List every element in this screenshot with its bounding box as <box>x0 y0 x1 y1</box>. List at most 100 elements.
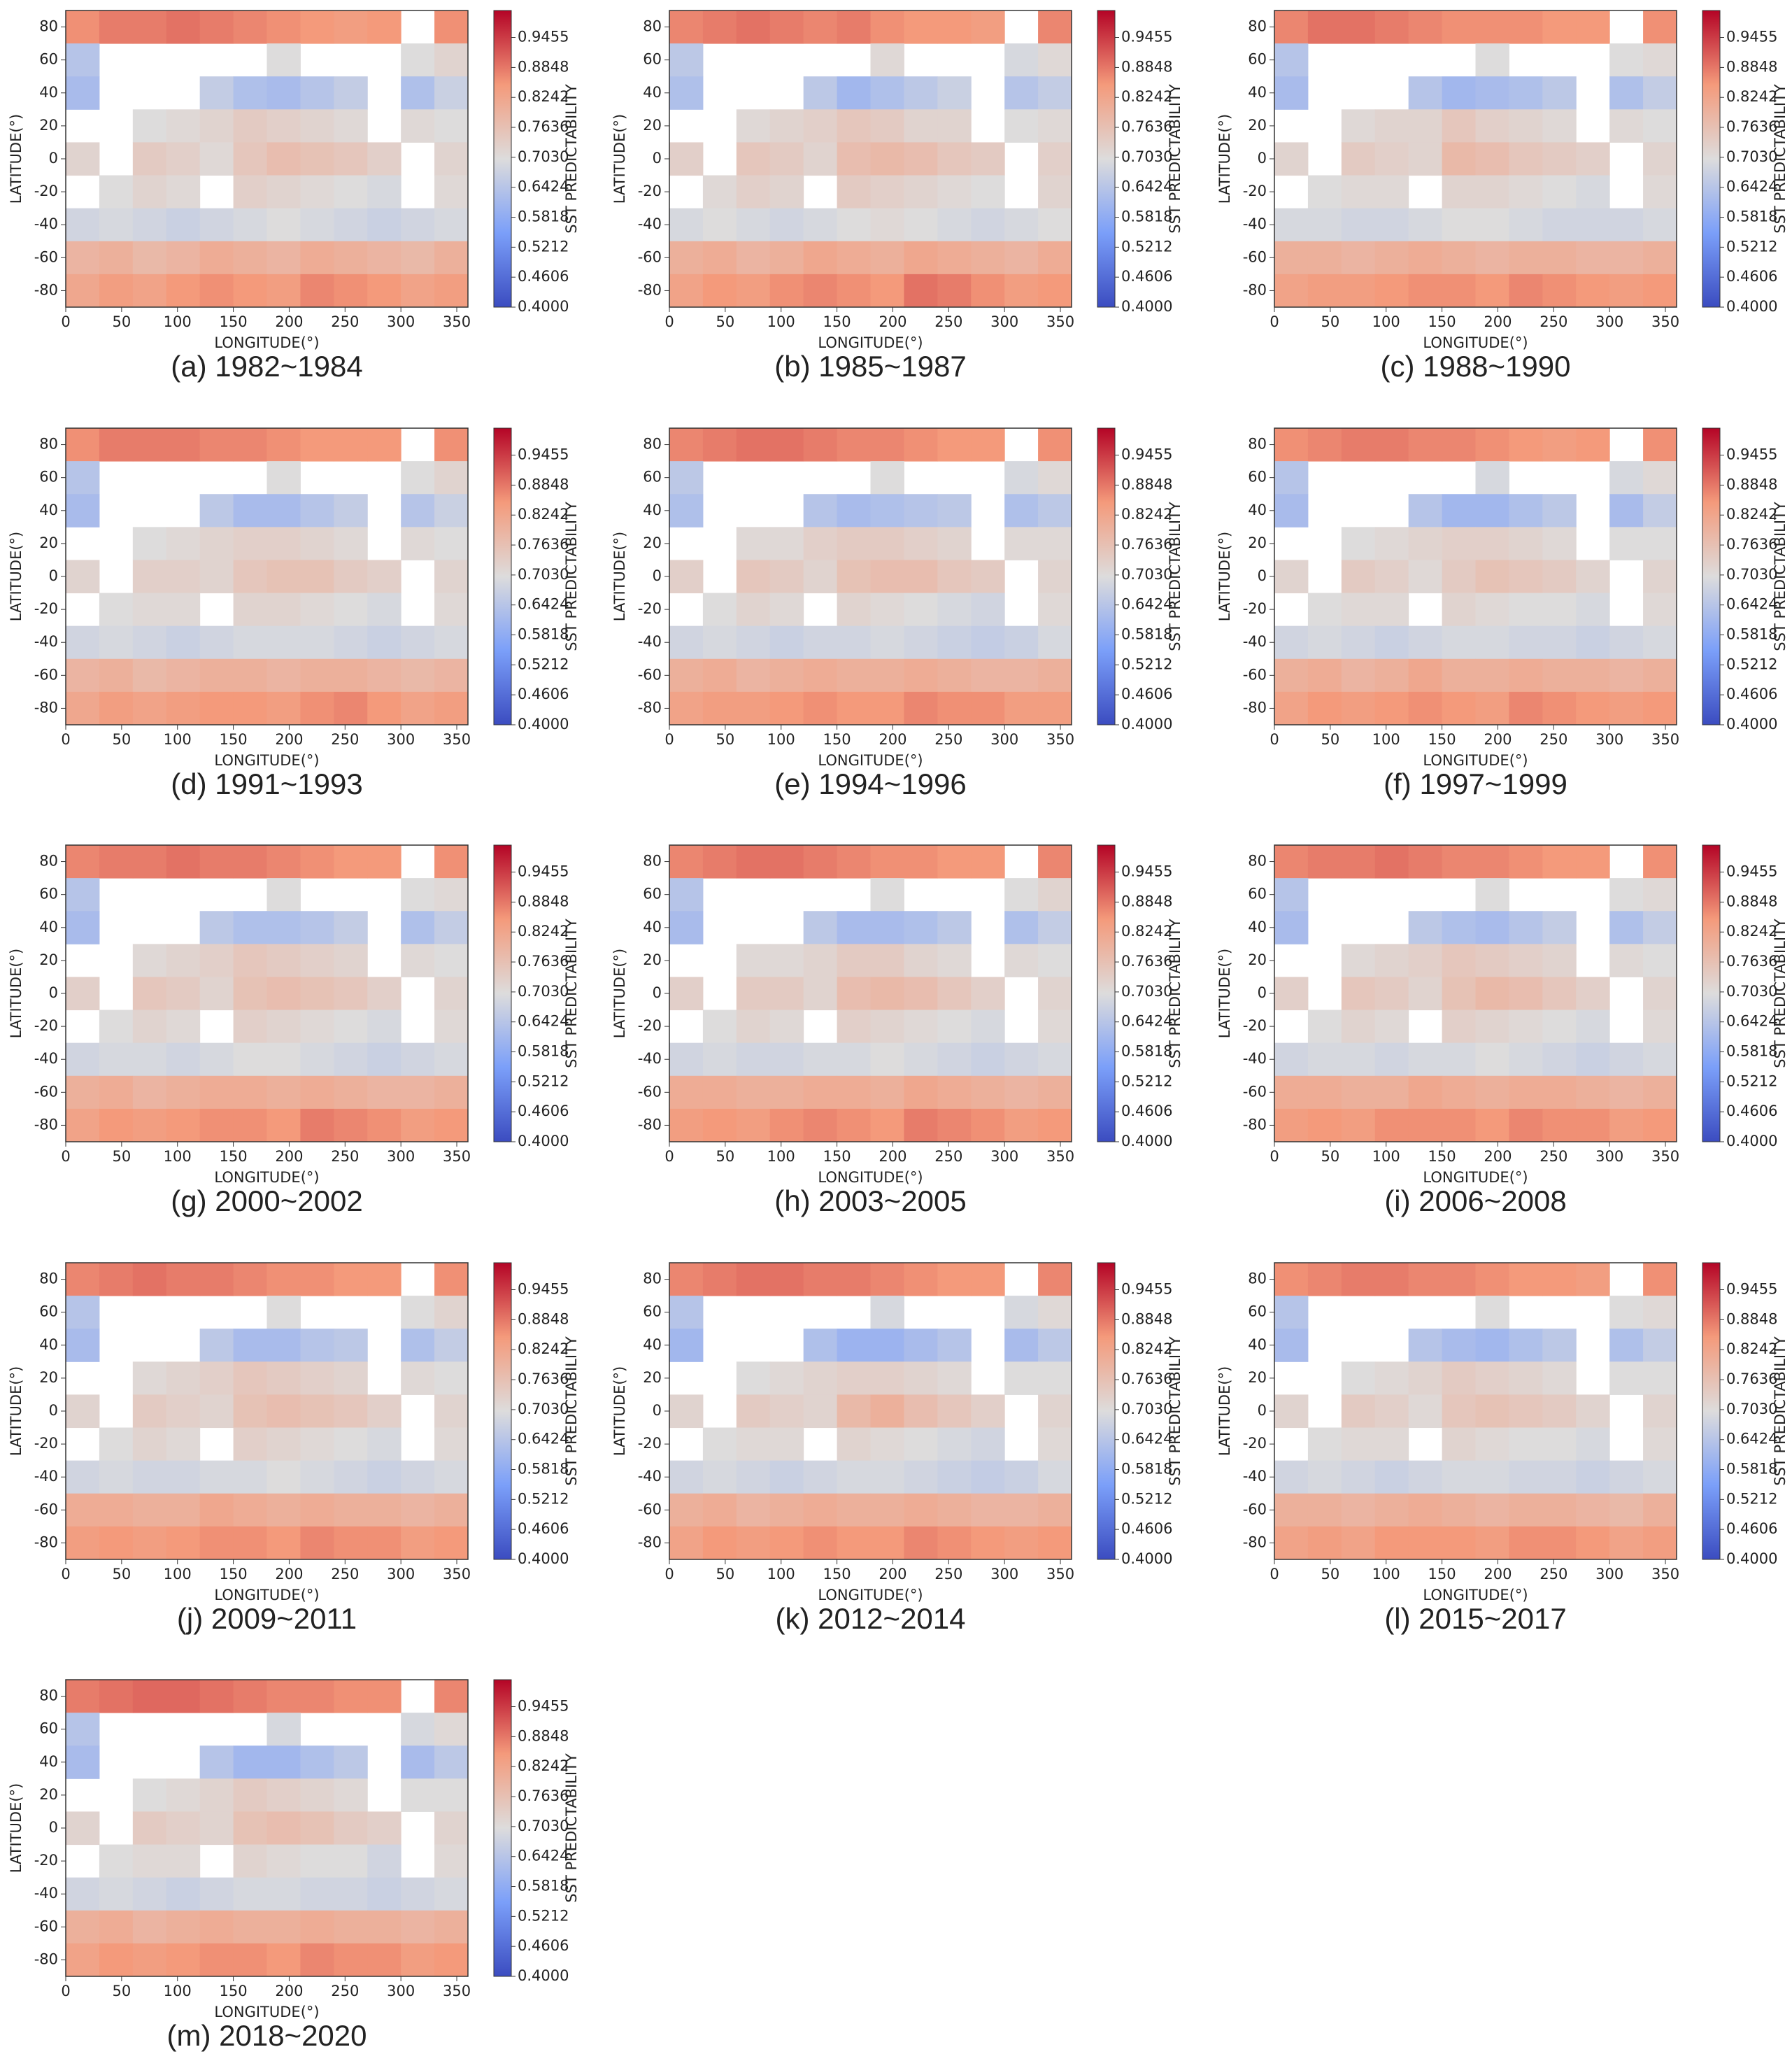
heat-cell <box>971 1075 1005 1110</box>
heat-cell <box>803 944 838 977</box>
heat-cell <box>300 1042 334 1077</box>
heat-cell <box>1374 1427 1409 1461</box>
heat-cell <box>266 1263 301 1296</box>
heat-cell <box>904 142 938 176</box>
heat-cell <box>1274 274 1309 308</box>
heat-cell <box>1542 1329 1577 1362</box>
heat-cell <box>99 1526 134 1560</box>
colorbar-tick-label: 0.4000 <box>1121 716 1172 732</box>
heat-cell <box>1004 911 1039 944</box>
heat-cell <box>166 1811 201 1846</box>
heat-cell <box>132 845 167 879</box>
heat-cell <box>1442 1493 1476 1527</box>
heat-cell <box>971 1427 1005 1461</box>
y-tick-label: -80 <box>34 1534 58 1550</box>
x-tick-label: 50 <box>1321 313 1339 330</box>
x-tick-label: 300 <box>1595 731 1623 748</box>
x-tick-label: 150 <box>1428 313 1456 330</box>
heat-cell <box>1475 625 1509 660</box>
colorbar-tick-label: 0.9455 <box>1121 863 1172 880</box>
heat-cell <box>702 658 737 693</box>
heat-cell <box>166 944 201 977</box>
colorbar-tick-label: 0.8848 <box>1121 476 1172 493</box>
heat-cell <box>367 1394 401 1429</box>
heat-cell <box>1004 1526 1039 1560</box>
heat-cell <box>233 944 267 977</box>
colorbar-tick-label: 0.4000 <box>1121 1550 1172 1567</box>
colorbar-label: SST PREDICTABILITY <box>1167 502 1183 651</box>
heat-cell <box>937 845 972 879</box>
x-tick-label: 250 <box>934 313 962 330</box>
heat-cell <box>434 1075 469 1110</box>
y-tick-label: 60 <box>1248 469 1267 486</box>
heat-cell <box>1475 691 1509 725</box>
panel: 0 50 100 150 200 250 300 350-80-60-40-200204060… <box>611 1262 1183 1635</box>
heat-cell <box>837 494 871 527</box>
heat-cell <box>1307 1042 1342 1077</box>
heat-cell <box>401 274 435 308</box>
heat-cell <box>132 1427 167 1461</box>
heat-cell <box>937 658 972 693</box>
heat-cell <box>266 428 301 462</box>
heat-cell <box>1609 625 1644 660</box>
colorbar-tick-label: 0.6424 <box>1121 178 1172 195</box>
colorbar-tick-label: 0.5212 <box>1726 238 1777 255</box>
heat-cell <box>300 1460 334 1494</box>
heat-cell <box>1643 1108 1677 1142</box>
heat-cell <box>837 845 871 879</box>
y-tick-label: 40 <box>39 1753 58 1770</box>
heat-cell <box>870 625 904 660</box>
heat-cell <box>99 175 134 209</box>
heat-cell <box>367 560 401 594</box>
heat-cell <box>1509 944 1543 977</box>
y-tick-label: -60 <box>638 1083 662 1100</box>
heat-cell <box>803 1460 838 1494</box>
heat-cell <box>66 1329 100 1362</box>
x-tick-label: 0 <box>1270 1148 1279 1165</box>
heat-cell <box>233 1680 267 1713</box>
heat-cell <box>837 274 871 308</box>
heat-cell <box>434 1745 469 1779</box>
heat-cell <box>1374 1108 1409 1142</box>
heat-cell <box>266 241 301 275</box>
heat-cell <box>1004 76 1039 110</box>
colorbar-label: SST PREDICTABILITY <box>1772 1336 1789 1486</box>
heat-cell <box>1509 109 1543 143</box>
heat-cell <box>1307 1010 1342 1044</box>
heat-cell <box>401 109 435 143</box>
heat-cell <box>937 944 972 977</box>
x-tick-label: 50 <box>112 1566 131 1582</box>
heat-cell <box>266 593 301 627</box>
y-tick-label: -80 <box>1243 1534 1267 1550</box>
heat-cell <box>1038 593 1072 627</box>
heat-cell <box>1475 658 1509 693</box>
y-tick-label: -60 <box>34 1501 58 1517</box>
heat-cell <box>937 1526 972 1560</box>
heat-cell <box>300 1394 334 1429</box>
heat-cell <box>669 494 704 527</box>
heat-cell <box>1509 1460 1543 1494</box>
heat-cell <box>669 625 704 660</box>
heat-cell <box>1307 845 1342 879</box>
heat-cell <box>266 175 301 209</box>
heat-cell <box>166 593 201 627</box>
heat-cell <box>803 625 838 660</box>
heat-cell <box>334 76 368 110</box>
heat-cell <box>971 593 1005 627</box>
heat-cell <box>367 142 401 176</box>
heat-cell <box>434 10 469 44</box>
x-tick-label: 250 <box>1539 1566 1567 1582</box>
heat-cell <box>1475 208 1509 242</box>
heat-cell <box>334 142 368 176</box>
heat-cell <box>1609 109 1644 143</box>
heat-cell <box>1576 1042 1610 1077</box>
x-tick-label: 150 <box>220 731 248 748</box>
colorbar-tick-label: 0.4606 <box>518 1520 569 1537</box>
heat-cell <box>1442 1526 1476 1560</box>
colorbar-tick-label: 0.5818 <box>518 626 569 643</box>
x-tick-label: 50 <box>1321 731 1339 748</box>
heat-cell <box>1374 241 1409 275</box>
heat-cell <box>1274 1296 1309 1329</box>
heat-cell <box>434 1263 469 1296</box>
heat-cell <box>1542 1010 1577 1044</box>
